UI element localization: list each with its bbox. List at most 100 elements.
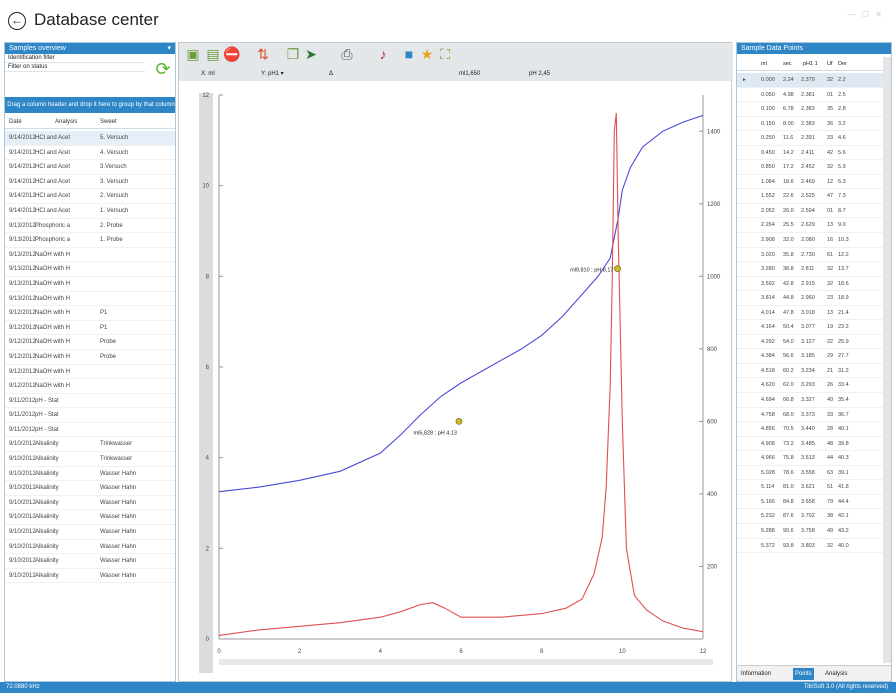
music-icon[interactable]: ♪ [379,46,387,62]
table-row[interactable]: 5.114 81.0 3.621 51 41.8 [737,480,891,495]
table-row[interactable]: 9/12/2012 NaOH with H [5,379,175,394]
grid-icon[interactable]: ■ [404,46,414,62]
table-row[interactable]: 9/10/2012 Alkalinity Wasser Hahn [5,569,175,584]
table-row[interactable]: ▸ 0.000 2.24 2.379 32 2.2 [737,73,891,88]
table-row[interactable]: 9/13/2012 NaOH with H [5,262,175,277]
column-ph[interactable]: pH1 1 [803,61,818,67]
table-row[interactable]: 9/12/2012 NaOH with H P1 [5,306,175,321]
y1-axis-select[interactable]: Y: pH1 ▾ [261,71,284,77]
table-row[interactable]: 3.020 35.8 2.730 61 12.2 [737,248,891,263]
table-row[interactable]: 0.450 14.2 2.411 42 5.6 [737,146,891,161]
table-row[interactable]: 4.694 66.8 3.327 40 35.4 [737,393,891,408]
column-date[interactable]: Date [9,119,22,125]
table-row[interactable]: 4.620 62.0 3.293 26 33.4 [737,378,891,394]
column-sweet[interactable]: Sweet [100,119,117,125]
curve-icon[interactable]: ⇅ [257,46,269,62]
table-row[interactable]: 3.280 38.8 2.811 32 13.7 [737,262,891,277]
group-by-bar[interactable]: Drag a column header and drop it here to… [5,97,175,113]
table-row[interactable]: 0.850 17.2 2.452 32 5.9 [737,160,891,175]
column-uf[interactable]: Uf [827,61,833,67]
table-row[interactable]: 3.814 44.8 2.960 23 18.9 [737,291,891,306]
table-row[interactable]: 1.552 22.6 2.525 47 7.3 [737,189,891,204]
table-row[interactable]: 5.028 78.6 3.558 63 39.1 [737,466,891,481]
table-row[interactable]: 9/13/2012 Phosphoric a 2. Probe [5,219,175,234]
table-row[interactable]: 9/14/2012 HCl and Acet 3.Versuch [5,160,175,175]
table-row[interactable]: 0.150 8.00 2.383 36 3.2 [737,117,891,132]
column-sec[interactable]: sec [783,61,792,67]
table-row[interactable]: 0.050 4.98 2.381 01 2.5 [737,88,891,103]
table-row[interactable]: 9/13/2012 NaOH with H [5,277,175,292]
table-row[interactable]: 9/11/2012 pH - Stat [5,408,175,423]
table-row[interactable]: 9/10/2012 Alkalinity Trinkwasser [5,437,175,453]
table-row[interactable]: 9/11/2012 pH - Stat [5,394,175,409]
table-row[interactable]: 9/10/2012 Alkalinity Wasser Hahn [5,481,175,496]
table-row[interactable]: 4.164 50.4 3.077 19 23.2 [737,320,891,335]
table-row[interactable]: 4.518 60.2 3.234 21 31.2 [737,364,891,379]
vertical-scrollbar[interactable] [199,93,213,673]
table-row[interactable]: 9/14/2012 HCl and Acet 5. Versuch [5,131,175,146]
table-row[interactable]: 9/10/2012 Alkalinity Wasser Hahn [5,496,175,511]
table-row[interactable]: 2.908 32.0 2.080 16 10.3 [737,233,891,248]
table-row[interactable]: 9/12/2012 NaOH with H [5,365,175,380]
window-controls[interactable]: — ☐ ✕ [847,10,884,19]
table-row[interactable]: 0.100 6.78 2.383 35 2.8 [737,102,891,117]
table-row[interactable]: 4.292 54.0 3.127 22 25.9 [737,335,891,350]
copy-icon[interactable]: ❐ [286,46,300,62]
tab-points[interactable]: Points [793,668,814,680]
horizontal-scrollbar[interactable] [219,659,713,665]
column-analysis[interactable]: Analysis [55,119,78,125]
tab-analysis[interactable]: Analysis [825,671,848,677]
stop-icon[interactable]: ⛔ [223,46,241,62]
table-row[interactable]: 9/13/2012 NaOH with H [5,292,175,307]
table-row[interactable]: 5.232 87.6 3.702 38 42.1 [737,509,891,524]
table-row[interactable]: 9/10/2012 Alkalinity Wasser Hahn [5,525,175,540]
table-row[interactable]: 9/14/2012 HCl and Acet 1. Versuch [5,204,175,219]
titration-chart[interactable]: 0 2 4 6 8 10 12 0 2 4 6 8 10 12 200 400 600 800 1000 1200 14… [179,83,733,683]
tab-information[interactable]: Information [741,671,772,677]
table-row[interactable]: 4.014 47.8 3.018 13 21.4 [737,306,891,321]
table-row[interactable]: 9/10/2012 Alkalinity Wasser Hahn [5,554,175,569]
table-row[interactable]: 9/12/2012 NaOH with H Probe [5,335,175,350]
column-ml[interactable]: ml [761,61,767,67]
table-row[interactable]: 4.908 73.2 3.485 48 39.8 [737,437,891,452]
back-arrow-icon[interactable]: ← [8,12,26,30]
print-icon[interactable]: ⎙ [341,46,353,62]
table-row[interactable]: 9/14/2012 HCl and Acet 2. Versuch [5,189,175,204]
data-points-scrollbar[interactable] [883,57,891,663]
table-row[interactable]: 5.166 84.8 3.658 79 44.4 [737,495,891,510]
table-row[interactable]: 9/12/2012 NaOH with H Probe [5,350,175,365]
table-row[interactable]: 2.052 26.0 2.594 01 8.7 [737,204,891,219]
table-row[interactable]: 9/11/2012 pH - Stat [5,423,175,438]
star-icon[interactable]: ★ [420,46,434,62]
table-row[interactable]: 4.856 70.5 3.440 28 40.1 [737,422,891,437]
table-row[interactable]: 9/10/2012 Alkalinity Wasser Hahn [5,467,175,482]
table-row[interactable]: 4.966 75.8 3.513 44 40.3 [737,451,891,466]
column-der[interactable]: Der [838,61,847,67]
table-row[interactable]: 5.288 90.6 3.758 49 43.2 [737,524,891,539]
table-row[interactable]: 0.250 11.6 2.391 33 4.6 [737,131,891,146]
table-row[interactable]: 5.372 93.8 3.803 32 40.0 [737,539,891,554]
table-row[interactable]: 1.084 18.6 2.469 12 6.3 [737,175,891,190]
table-row[interactable]: 9/14/2012 HCl and Acet 4. Versuch [5,146,175,161]
open-icon[interactable]: ▣ [186,46,200,62]
x-axis-select[interactable]: X: ml [201,71,215,77]
table-row[interactable]: 3.592 42.8 2.915 32 18.6 [737,277,891,292]
table-row[interactable]: 9/13/2012 Phosphoric a 1. Probe [5,233,175,248]
expand-icon[interactable]: ⛶ [440,46,450,62]
table-icon[interactable]: ▤ [206,46,220,62]
pin-icon[interactable]: ▾ [167,45,171,52]
status-filter[interactable]: Filter on status [5,63,145,72]
table-row[interactable]: 4.384 56.6 3.185 29 27.7 [737,349,891,364]
table-row[interactable]: 9/10/2012 Alkalinity Trinkwasser [5,452,175,467]
table-row[interactable]: 9/10/2012 Alkalinity Wasser Hahn [5,510,175,526]
y2-axis-select[interactable]: Δ [329,71,334,77]
table-row[interactable]: 2.264 25.5 2.629 13 9.0 [737,218,891,234]
table-row[interactable]: 9/13/2012 NaOH with H [5,248,175,263]
table-row[interactable]: 9/10/2012 Alkalinity Wasser Hahn [5,540,175,555]
table-row[interactable]: 4.758 68.0 3.373 33 36.7 [737,408,891,423]
refresh-icon[interactable]: ⟳ [155,59,171,79]
arrow-icon[interactable]: ➤ [305,46,317,62]
table-row[interactable]: 9/14/2012 HCl and Acet 3. Versuch [5,175,175,190]
identification-filter[interactable]: Identification filter [5,54,145,63]
table-row[interactable]: 9/12/2012 NaOH with H P1 [5,321,175,336]
